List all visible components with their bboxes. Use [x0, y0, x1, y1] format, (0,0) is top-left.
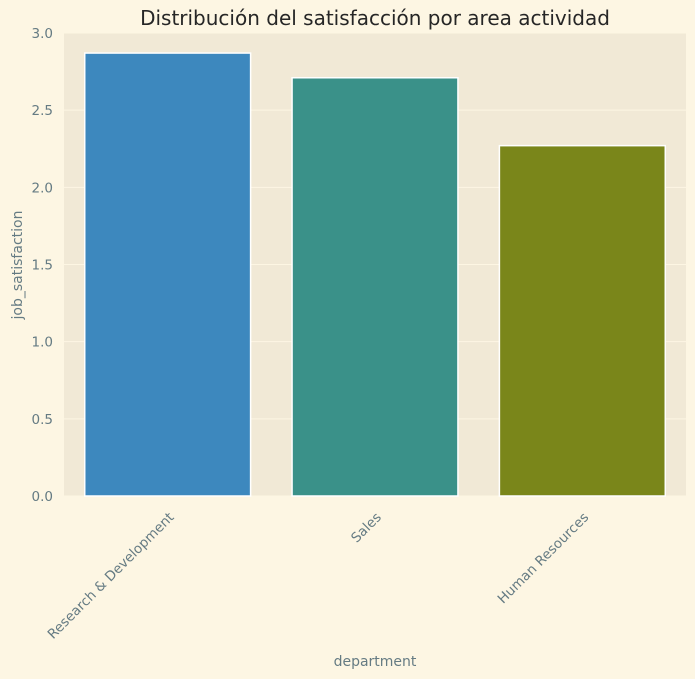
- y-axis-label: job_satisfaction: [10, 211, 26, 321]
- x-axis-label: department: [334, 654, 417, 670]
- y-tick-label: 2.0: [32, 180, 53, 196]
- chart-title: Distribución del satisfacción por area a…: [140, 6, 610, 30]
- y-tick-label: 0.0: [32, 489, 53, 505]
- bar: [83, 52, 252, 497]
- y-axis-ticks: 0.0 0.5 1.0 1.5 2.0 2.5 3.0: [32, 26, 53, 505]
- y-tick-label: 1.0: [32, 335, 53, 351]
- bars: [83, 52, 667, 497]
- bar: [498, 144, 667, 497]
- y-tick-label: 3.0: [32, 26, 53, 42]
- y-tick-label: 2.5: [32, 103, 53, 119]
- y-tick-label: 1.5: [32, 258, 53, 274]
- bar: [291, 77, 459, 497]
- y-tick-label: 0.5: [32, 412, 53, 428]
